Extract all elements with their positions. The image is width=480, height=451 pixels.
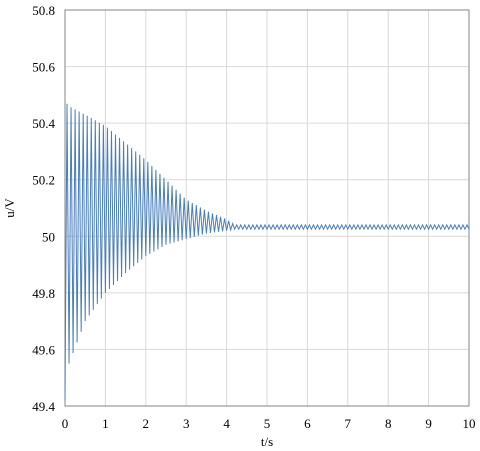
grid-lines xyxy=(64,9,470,407)
x-tick-label: 6 xyxy=(304,416,311,431)
x-tick-label: 7 xyxy=(345,416,352,431)
x-tick-label: 3 xyxy=(183,416,190,431)
y-axis-tick-labels: 50.8 50.6 50.4 50.2 50 49.8 49.6 49.4 xyxy=(32,3,55,414)
y-tick-label: 49.8 xyxy=(32,286,55,301)
x-axis-title: t/s xyxy=(261,434,273,449)
x-tick-label: 4 xyxy=(223,416,230,431)
x-axis-tick-labels: 0 1 2 3 4 5 6 7 8 9 10 xyxy=(62,416,476,431)
x-tick-label: 2 xyxy=(143,416,150,431)
y-tick-label: 49.6 xyxy=(32,342,55,357)
x-tick-label: 1 xyxy=(102,416,109,431)
x-tick-label: 10 xyxy=(463,416,476,431)
y-tick-label: 50.2 xyxy=(32,173,55,188)
y-tick-label: 50 xyxy=(42,229,55,244)
y-tick-label: 49.4 xyxy=(32,399,55,414)
y-axis-title: u/V xyxy=(2,198,17,218)
x-tick-label: 5 xyxy=(264,416,271,431)
x-tick-label: 0 xyxy=(62,416,69,431)
plot-area-frame xyxy=(64,9,470,407)
x-tick-label: 8 xyxy=(385,416,392,431)
y-tick-label: 50.8 xyxy=(32,3,55,18)
x-tick-label: 9 xyxy=(425,416,432,431)
y-tick-label: 50.6 xyxy=(32,60,55,75)
series-line xyxy=(64,103,470,401)
y-tick-label: 50.4 xyxy=(32,116,55,131)
